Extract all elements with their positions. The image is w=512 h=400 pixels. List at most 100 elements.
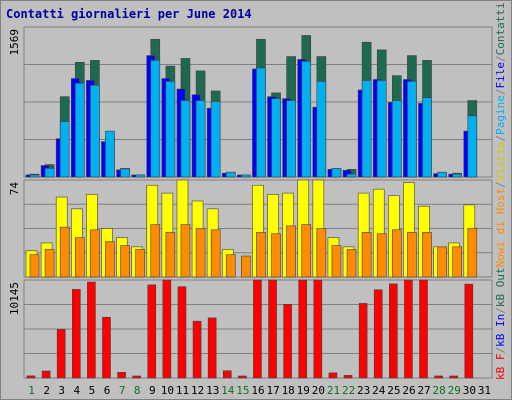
x-tick-label: 16 — [251, 384, 264, 397]
legend-entry: / — [494, 135, 507, 142]
hosts-bar — [407, 232, 417, 278]
x-tick-label: 14 — [221, 384, 235, 397]
hits-bar — [256, 67, 266, 178]
hits-bar — [29, 174, 40, 178]
hosts-bar — [135, 249, 145, 278]
legend-entry: Visite — [494, 142, 507, 182]
bandwidth-bar — [192, 320, 202, 379]
hosts-bar — [90, 229, 100, 278]
bandwidth-bar — [358, 303, 368, 379]
legend-entry: / — [494, 181, 507, 188]
bandwidth-bar — [102, 316, 111, 379]
hits-bar — [361, 80, 372, 178]
bandwidth-bar — [268, 279, 277, 379]
hosts-bar — [392, 229, 402, 278]
hosts-bar — [376, 233, 387, 278]
x-tick-label: 3 — [58, 384, 65, 397]
bandwidth-bar — [373, 289, 383, 379]
legend-entry: kB Out — [494, 267, 507, 307]
legend-entry: Pagine — [494, 95, 507, 135]
x-tick-label: 26 — [402, 384, 415, 397]
hits-bar — [180, 100, 191, 178]
hits-bar — [407, 81, 417, 178]
x-tick-label: 21 — [327, 384, 340, 397]
hits-bar — [225, 171, 236, 178]
x-tick-label: 29 — [448, 384, 461, 397]
hosts-bar — [150, 224, 161, 278]
hosts-bar — [316, 228, 327, 278]
x-tick-label: 28 — [433, 384, 446, 397]
x-tick-label: 13 — [206, 384, 219, 397]
x-tick-label: 12 — [191, 384, 204, 397]
hosts-bar — [210, 229, 221, 278]
hosts-bar — [165, 232, 176, 278]
hits-bar — [271, 98, 281, 178]
panel-1: 1569 — [8, 26, 493, 178]
bandwidth-bar — [419, 279, 428, 379]
bandwidth-bar — [222, 370, 232, 379]
bandwidth-bar — [434, 375, 443, 379]
bandwidth-bar — [343, 375, 353, 379]
hits-bar — [286, 100, 296, 178]
hits-bar — [452, 173, 463, 178]
hits-bar — [316, 81, 327, 178]
hits-bar — [346, 173, 357, 178]
hosts-bar — [452, 246, 463, 278]
hits-bar — [241, 174, 251, 178]
legend-entry: / — [494, 55, 507, 62]
x-tick-label: 18 — [282, 384, 295, 397]
hosts-bar — [256, 232, 266, 278]
hosts-bar — [241, 255, 251, 278]
legend-entry: Contatti — [494, 2, 507, 55]
x-tick-label: 31 — [478, 384, 491, 397]
bandwidth-bar — [449, 375, 459, 379]
x-tick-label: 22 — [342, 384, 355, 397]
bandwidth-bar — [177, 286, 187, 379]
x-tick-label: 27 — [417, 384, 430, 397]
x-tick-label: 5 — [89, 384, 96, 397]
bandwidth-bar — [298, 279, 308, 379]
hits-bar — [301, 61, 312, 178]
legend-entry: File — [494, 62, 507, 89]
legend-entry: / — [494, 307, 507, 314]
hits-bar — [392, 100, 402, 178]
x-tick-label: 19 — [297, 384, 310, 397]
panel-2: 74 — [8, 179, 493, 278]
x-tick-label: 17 — [266, 384, 279, 397]
hosts-bar — [195, 228, 206, 278]
hosts-bar — [467, 228, 478, 278]
hits-bar — [210, 101, 221, 178]
bandwidth-bar — [71, 289, 81, 379]
bandwidth-bar — [238, 375, 247, 379]
bandwidth-bar — [389, 283, 398, 379]
bandwidth-bar — [328, 372, 338, 379]
x-tick-label: 4 — [74, 384, 81, 397]
hits-bar — [90, 84, 100, 178]
hits-bar — [422, 97, 432, 178]
hits-bar — [44, 168, 55, 178]
bandwidth-bar — [26, 375, 36, 379]
bandwidth-bar — [404, 279, 413, 379]
bandwidth-bar — [147, 284, 157, 379]
x-axis-labels: 1 2 3 4 5 6 7 8 9 10 11 12 13 14 15 16 17 18 19 20 21 22 23 24 2… — [28, 384, 491, 397]
hits-bar — [331, 168, 342, 178]
hits-bar — [376, 80, 387, 178]
hosts-bar — [301, 224, 312, 278]
hits-bar — [74, 83, 85, 178]
legend-entry: / — [494, 347, 507, 354]
chart-title: Contatti giornalieri per June 2014 — [6, 7, 252, 21]
x-tick-label: 9 — [149, 384, 156, 397]
bandwidth-bar — [313, 279, 323, 379]
x-tick-label: 1 — [28, 384, 35, 397]
hosts-bar — [331, 245, 342, 278]
hosts-bar — [120, 245, 130, 278]
hits-bar — [150, 60, 161, 178]
x-tick-label: 11 — [176, 384, 189, 397]
x-tick-label: 20 — [312, 384, 325, 397]
x-tick-label: 6 — [104, 384, 111, 397]
hosts-bar — [437, 246, 447, 278]
side-legend: kB F/kB In/kB OutNowi di Host/Visite/Pag… — [494, 2, 507, 380]
bandwidth-bar — [253, 279, 262, 379]
hits-bar — [165, 81, 176, 178]
